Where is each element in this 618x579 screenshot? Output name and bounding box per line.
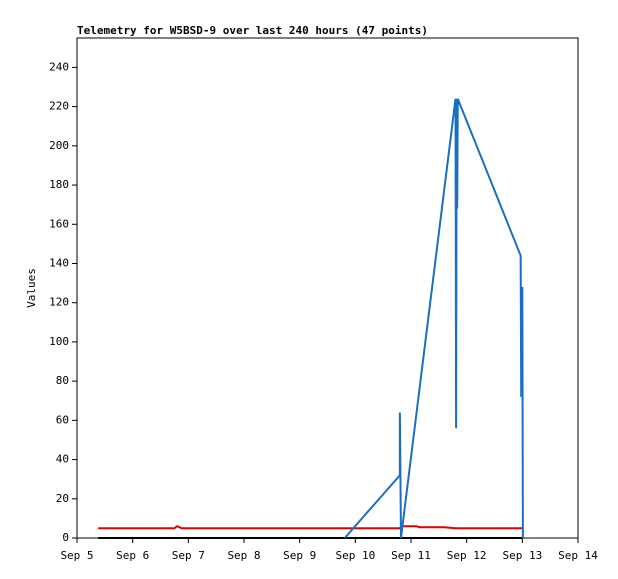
- x-tick-label: Sep 8: [227, 549, 260, 562]
- x-tick-label: Sep 14: [558, 549, 598, 562]
- x-tick-label: Sep 7: [172, 549, 205, 562]
- x-tick-label: Sep 5: [60, 549, 93, 562]
- y-tick-label: 0: [62, 531, 69, 544]
- y-axis-label: Values: [25, 268, 38, 308]
- y-tick-label: 80: [56, 374, 69, 387]
- x-tick-label: Sep 9: [283, 549, 316, 562]
- x-tick-label: Sep 11: [391, 549, 431, 562]
- series-line: [98, 525, 523, 530]
- y-tick-label: 220: [49, 100, 69, 113]
- x-tick-label: Sep 6: [116, 549, 149, 562]
- y-tick-label: 60: [56, 413, 69, 426]
- chart-title: Telemetry for W5BSD-9 over last 240 hour…: [77, 24, 428, 37]
- y-tick-label: 120: [49, 296, 69, 309]
- y-tick-label: 240: [49, 60, 69, 73]
- x-tick-label: Sep 10: [335, 549, 375, 562]
- y-tick-label: 180: [49, 178, 69, 191]
- y-tick-label: 40: [56, 453, 69, 466]
- series-line: [344, 98, 524, 539]
- y-tick-label: 160: [49, 217, 69, 230]
- x-tick-label: Sep 13: [502, 549, 542, 562]
- y-tick-label: 200: [49, 139, 69, 152]
- x-tick-label: Sep 12: [447, 549, 487, 562]
- y-tick-label: 100: [49, 335, 69, 348]
- y-tick-label: 20: [56, 492, 69, 505]
- y-tick-label: 140: [49, 256, 69, 269]
- plot-frame: [76, 37, 579, 539]
